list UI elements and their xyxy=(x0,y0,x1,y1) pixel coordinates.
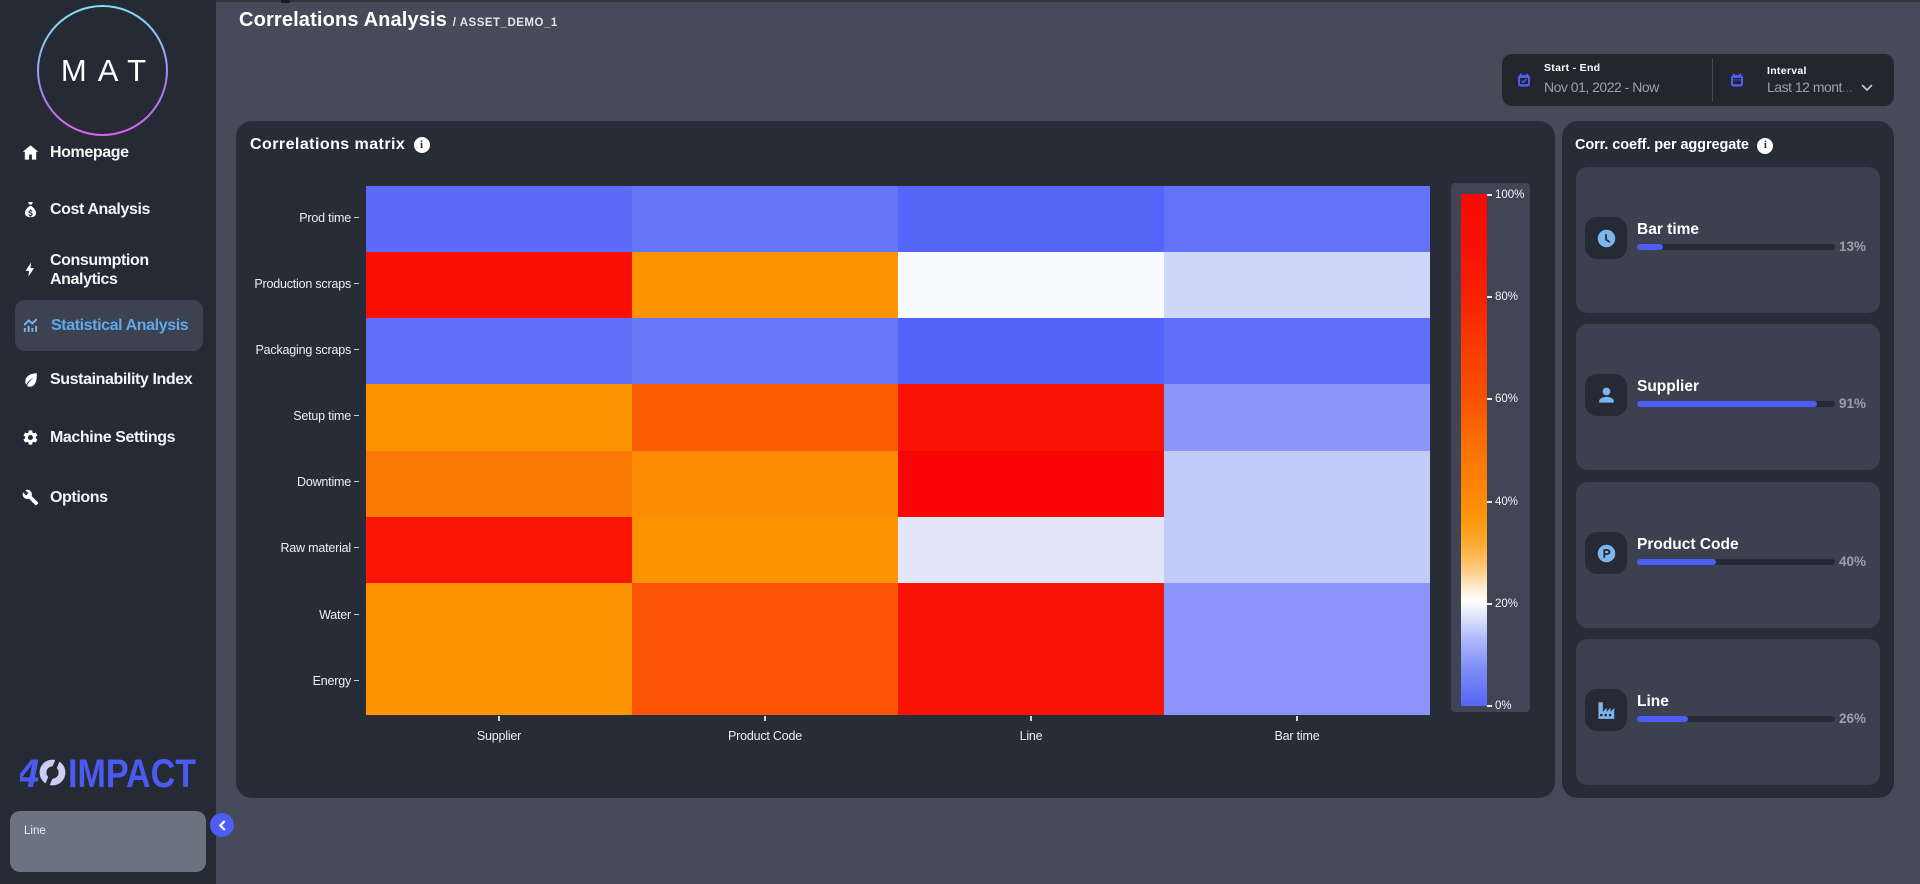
svg-text:4: 4 xyxy=(20,752,39,791)
svg-text:IMPACT: IMPACT xyxy=(68,752,196,791)
